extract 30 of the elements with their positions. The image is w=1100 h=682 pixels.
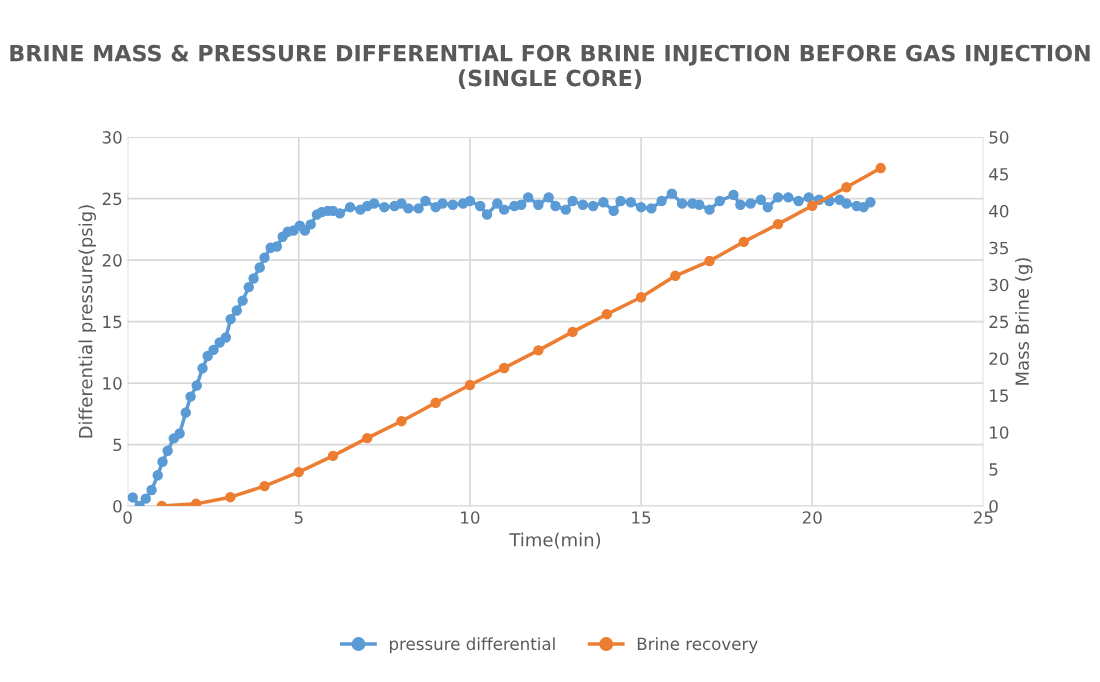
- y2-tick-label: 10: [990, 426, 1009, 439]
- y-tick-label: 30: [102, 131, 122, 144]
- y-tick-label: 0: [113, 500, 122, 513]
- y-tick-label: 20: [102, 254, 122, 267]
- x-tick-label: 10: [461, 511, 480, 524]
- y2-tick-label: 20: [989, 352, 1009, 366]
- y2-tick-label: 30: [989, 278, 1009, 292]
- y2-tick-label: 0: [989, 500, 998, 513]
- x-tick-label: 15: [632, 511, 651, 524]
- y2-tick-label: 35: [989, 241, 1009, 255]
- y-tick-label: 25: [102, 192, 122, 206]
- x-tick-label: 0: [123, 511, 132, 524]
- legend-label: Brine recovery: [637, 637, 758, 654]
- y2-tick-label: 45: [989, 168, 1009, 181]
- y-tick-label: 15: [103, 315, 122, 329]
- x-tick-label: 25: [974, 511, 993, 524]
- y2-axis-title: Mass Brine (g): [1015, 258, 1033, 385]
- chart-title: BRINE MASS & PRESSURE DIFFERENTIAL FOR BRINE INJECTION BEFORE GAS INJECTION (SINGLE CORE): [10, 44, 1090, 90]
- y2-tick-label: 50: [989, 131, 1009, 144]
- y2-tick-label: 40: [989, 204, 1009, 218]
- y-tick-label: 5: [113, 438, 122, 452]
- x-tick-label: 5: [294, 511, 303, 524]
- y-tick-label: 10: [103, 377, 122, 390]
- legend-label: pressure differential: [389, 637, 555, 654]
- x-axis-title: Time(min): [509, 532, 601, 549]
- x-tick-label: 20: [802, 511, 822, 524]
- y2-tick-label: 25: [989, 315, 1009, 329]
- y2-tick-label: 5: [989, 463, 998, 476]
- y-axis-title: Differential pressure(psig): [78, 205, 96, 438]
- y2-tick-label: 15: [990, 389, 1009, 402]
